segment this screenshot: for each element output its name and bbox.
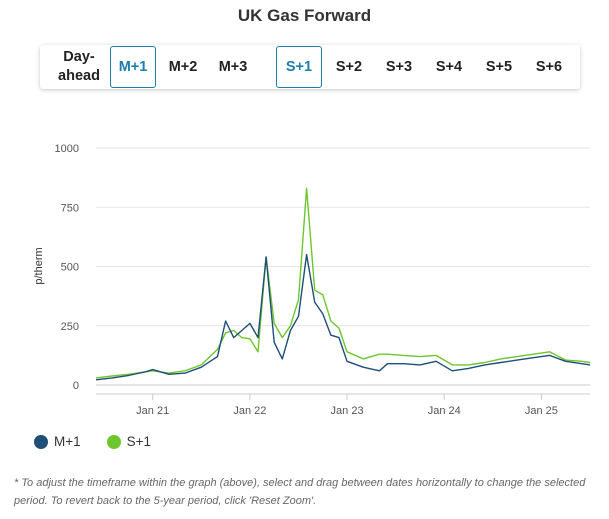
y-tick-label: 250 bbox=[61, 321, 79, 333]
tab-day-ahead[interactable]: Day-ahead bbox=[58, 49, 100, 84]
y-tick-label: 1000 bbox=[55, 143, 79, 155]
footnote: * To adjust the timeframe within the gra… bbox=[14, 477, 586, 507]
tab-s2[interactable]: S+2 bbox=[335, 58, 363, 75]
legend: M+1 S+1 bbox=[34, 434, 177, 449]
y-tick-label: 0 bbox=[73, 380, 79, 392]
x-axis: Jan 21 Jan 22 Jan 23 Jan 24 Jan 25 bbox=[96, 393, 590, 417]
legend-label-s1: S+1 bbox=[126, 434, 152, 449]
chart-title: UK Gas Forward bbox=[237, 6, 372, 25]
y-axis: 0 250 500 750 1000 bbox=[55, 143, 79, 392]
legend-item-m1[interactable]: M+1 bbox=[34, 434, 81, 449]
x-tick-label: Jan 25 bbox=[525, 405, 558, 417]
tab-s3[interactable]: S+3 bbox=[385, 58, 413, 75]
x-tick-label: Jan 23 bbox=[331, 405, 364, 417]
contract-tab-bar: Day-ahead M+1 M+2 M+3 S+1 S+2 S+3 S+4 S+… bbox=[40, 45, 580, 89]
tab-s1[interactable]: S+1 bbox=[276, 46, 322, 88]
grid-lines bbox=[96, 147, 590, 386]
legend-label-m1: M+1 bbox=[54, 434, 81, 449]
line-chart[interactable]: Jan 21 Jan 22 Jan 23 Jan 24 Jan 25 0 250 500 75… bbox=[0, 0, 609, 430]
series-group bbox=[95, 187, 591, 381]
legend-swatch-s1 bbox=[106, 434, 121, 449]
tab-s6[interactable]: S+6 bbox=[535, 58, 563, 75]
y-axis-label: p/therm bbox=[33, 247, 45, 284]
tab-m3[interactable]: M+3 bbox=[218, 58, 248, 75]
series-line-s1[interactable] bbox=[95, 187, 591, 379]
x-tick-label: Jan 22 bbox=[233, 405, 266, 417]
x-tick-label: Jan 24 bbox=[428, 405, 461, 417]
y-tick-label: 500 bbox=[61, 262, 79, 274]
tab-s4[interactable]: S+4 bbox=[435, 58, 463, 75]
y-tick-label: 750 bbox=[61, 202, 79, 214]
series-line-m1[interactable] bbox=[95, 253, 591, 381]
x-tick-label: Jan 21 bbox=[136, 405, 169, 417]
legend-item-s1[interactable]: S+1 bbox=[106, 434, 152, 449]
tab-m1[interactable]: M+1 bbox=[110, 46, 156, 88]
tab-s5[interactable]: S+5 bbox=[485, 58, 513, 75]
tab-m2[interactable]: M+2 bbox=[168, 58, 198, 75]
legend-swatch-m1 bbox=[34, 434, 48, 449]
